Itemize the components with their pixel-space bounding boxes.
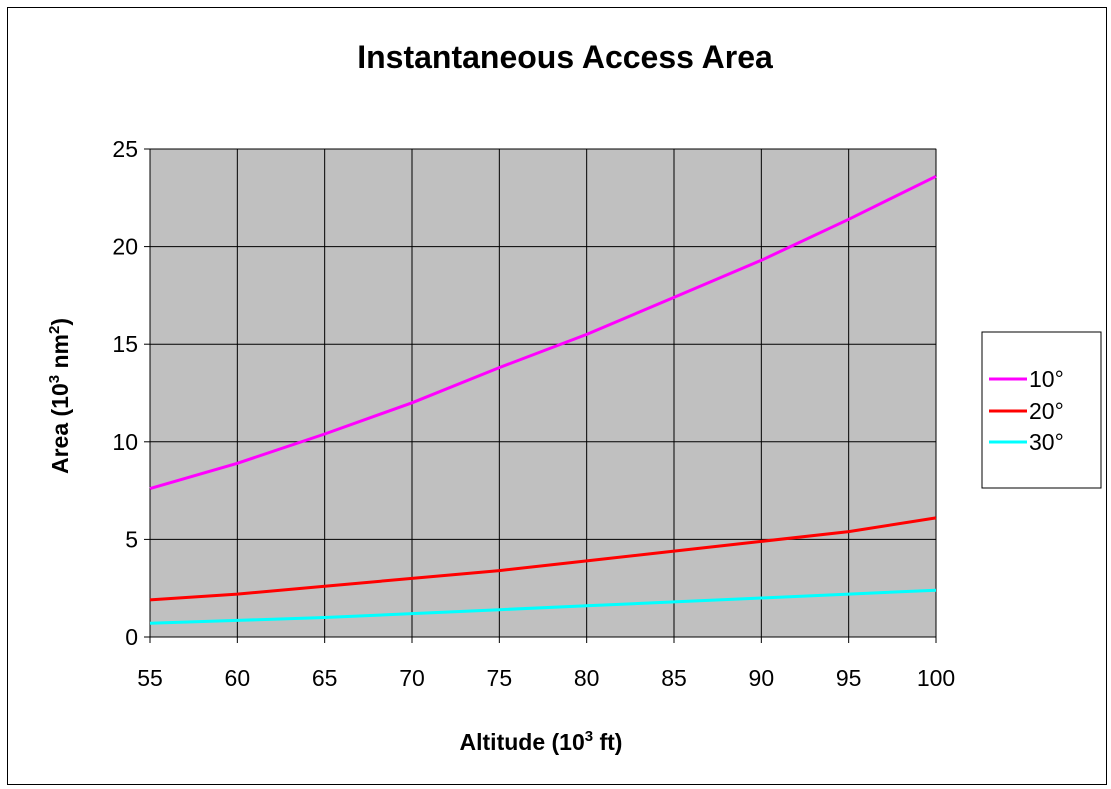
series-lines bbox=[149, 174, 937, 625]
series-line-3 bbox=[149, 588, 937, 625]
y-tick-label: 10 bbox=[112, 429, 138, 455]
x-tick-label: 75 bbox=[487, 665, 513, 691]
axes bbox=[144, 148, 937, 643]
x-tick-labels: 55 60 65 70 75 80 85 90 95 100 bbox=[137, 665, 955, 691]
y-tick-labels: 0 5 10 15 20 25 bbox=[112, 136, 138, 650]
y-tick-label: 25 bbox=[112, 136, 138, 162]
legend-label-3: 30° bbox=[1029, 429, 1064, 455]
plot-area bbox=[149, 148, 937, 638]
legend-label-1: 10° bbox=[1029, 366, 1064, 392]
legend-label-2: 20° bbox=[1029, 398, 1064, 424]
y-tick-label: 15 bbox=[112, 331, 138, 357]
x-tick-label: 60 bbox=[225, 665, 251, 691]
y-tick-label: 0 bbox=[125, 624, 138, 650]
legend-entries: 10° 20° 30° bbox=[989, 366, 1064, 455]
x-tick-label: 95 bbox=[836, 665, 862, 691]
series-line-1 bbox=[149, 174, 937, 491]
x-tick-label: 70 bbox=[399, 665, 425, 691]
grid-lines bbox=[150, 148, 937, 637]
chart-title: Instantaneous Access Area bbox=[357, 39, 773, 75]
x-tick-label: 55 bbox=[137, 665, 163, 691]
y-axis-title: Area (103 nm2) bbox=[46, 318, 73, 474]
x-tick-label: 100 bbox=[917, 665, 955, 691]
x-tick-label: 90 bbox=[749, 665, 775, 691]
series-line-2 bbox=[149, 516, 937, 602]
x-tick-label: 65 bbox=[312, 665, 338, 691]
y-tick-label: 20 bbox=[112, 234, 138, 260]
legend: 10° 20° 30° bbox=[981, 331, 1102, 489]
x-tick-label: 80 bbox=[574, 665, 600, 691]
y-tick-label: 5 bbox=[125, 526, 138, 552]
x-tick-label: 85 bbox=[661, 665, 687, 691]
x-axis-title: Altitude (103 ft) bbox=[460, 728, 623, 755]
